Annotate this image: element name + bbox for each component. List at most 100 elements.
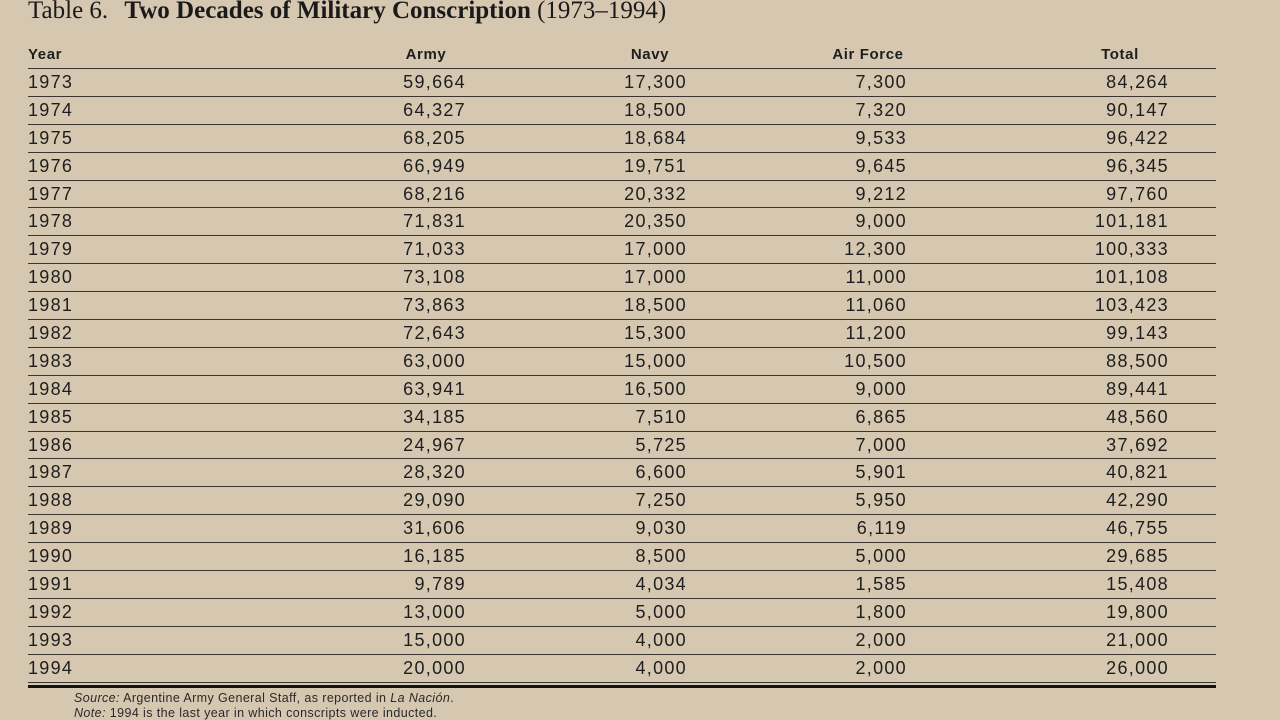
cell-army: 68,205 [403,127,466,148]
table-row: 1989 31,606 9,030 6,119 46,755 [28,515,1216,544]
cell-air-force: 7,320 [855,99,907,120]
table-row: 1975 68,205 18,684 9,533 96,422 [28,125,1216,153]
header-army: Army [405,46,447,63]
cell-navy: 4,000 [635,629,687,650]
cell-army: 29,090 [403,490,466,511]
cell-navy: 19,751 [624,155,687,176]
cell-year: 1986 [28,434,74,455]
cell-army: 13,000 [403,601,466,622]
cell-army: 31,606 [403,518,466,539]
cell-year: 1990 [28,546,74,567]
cell-year: 1974 [28,99,74,120]
cell-year: 1989 [28,518,74,539]
cell-navy: 7,510 [635,406,687,427]
cell-army: 34,185 [403,406,466,427]
table-row: 1990 16,185 8,500 5,000 29,685 [28,543,1216,572]
cell-year: 1991 [28,574,74,595]
cell-navy: 4,000 [635,657,687,678]
cell-army: 66,949 [403,155,466,176]
cell-navy: 15,000 [624,350,687,371]
table-bottom-rule [28,685,1216,688]
cell-navy: 6,600 [635,462,687,483]
cell-army: 20,000 [403,657,466,678]
source-end: . [450,691,455,705]
table-year-range: (1973–1994) [537,0,667,24]
cell-total: 103,423 [1094,295,1169,316]
cell-year: 1994 [28,657,74,678]
table-row: 1984 63,941 16,500 9,000 89,441 [28,376,1216,404]
cell-air-force: 9,645 [855,155,907,176]
cell-navy: 5,000 [635,601,687,622]
cell-navy: 17,000 [624,239,687,260]
header-year: Year [28,46,63,63]
cell-total: 21,000 [1106,629,1169,650]
table-title-text: Two Decades of Military Conscription [124,0,531,24]
cell-air-force: 5,000 [855,546,907,567]
source-text: Argentine Army General Staff, as reporte… [123,691,387,705]
cell-total: 100,333 [1094,239,1169,260]
table-title: Table 6. Two Decades of Military Conscri… [28,0,666,26]
cell-army: 68,216 [403,183,466,204]
cell-army: 71,033 [403,239,466,260]
cell-total: 101,108 [1094,267,1169,288]
cell-air-force: 9,533 [855,127,907,148]
source-footnote: Source: Argentine Army General Staff, as… [74,691,454,706]
cell-navy: 15,300 [624,323,687,344]
cell-total: 19,800 [1106,601,1169,622]
conscription-table: Year Army Navy Air Force Total 1973 59,66… [28,44,1216,683]
cell-year: 1979 [28,239,74,260]
cell-total: 99,143 [1106,323,1169,344]
cell-navy: 18,500 [624,99,687,120]
cell-air-force: 5,901 [855,462,907,483]
cell-total: 46,755 [1106,518,1169,539]
cell-air-force: 5,950 [855,490,907,511]
table-row: 1978 71,831 20,350 9,000 101,181 [28,208,1216,237]
cell-navy: 18,500 [624,295,687,316]
table-number: Table 6. [28,0,109,24]
cell-total: 26,000 [1106,657,1169,678]
cell-year: 1992 [28,601,74,622]
cell-air-force: 9,000 [855,211,907,232]
table-body: 1973 59,664 17,300 7,300 84,264 1974 64,327 18,… [28,69,1216,683]
cell-year: 1984 [28,378,74,399]
cell-air-force: 1,800 [855,601,907,622]
cell-year: 1977 [28,183,74,204]
cell-total: 84,264 [1106,72,1169,92]
cell-total: 15,408 [1106,574,1169,595]
cell-navy: 17,300 [624,72,687,92]
table-row: 1985 34,185 7,510 6,865 48,560 [28,404,1216,432]
cell-year: 1976 [28,155,74,176]
cell-navy: 5,725 [635,434,687,455]
cell-navy: 20,332 [624,183,687,204]
cell-total: 97,760 [1106,183,1169,204]
cell-navy: 16,500 [624,378,687,399]
cell-year: 1988 [28,490,74,511]
cell-army: 63,941 [403,378,466,399]
cell-army: 24,967 [403,434,466,455]
cell-total: 90,147 [1106,99,1169,120]
cell-total: 96,422 [1106,127,1169,148]
cell-year: 1981 [28,295,74,316]
cell-year: 1973 [28,72,74,92]
cell-year: 1993 [28,629,74,650]
table-row: 1973 59,664 17,300 7,300 84,264 [28,69,1216,97]
table-row: 1986 24,967 5,725 7,000 37,692 [28,432,1216,460]
cell-year: 1987 [28,462,74,483]
header-navy: Navy [630,46,670,63]
table-row: 1976 66,949 19,751 9,645 96,345 [28,153,1216,181]
cell-army: 64,327 [403,99,466,120]
cell-air-force: 9,000 [855,378,907,399]
cell-navy: 17,000 [624,267,687,288]
cell-total: 40,821 [1106,462,1169,483]
cell-army: 15,000 [403,629,466,650]
cell-army: 63,000 [403,350,466,371]
table-row: 1987 28,320 6,600 5,901 40,821 [28,459,1216,488]
cell-army: 72,643 [403,323,466,344]
cell-total: 48,560 [1106,406,1169,427]
cell-navy: 18,684 [624,127,687,148]
cell-army: 28,320 [403,462,466,483]
cell-air-force: 7,300 [855,72,907,92]
cell-total: 101,181 [1094,211,1169,232]
cell-navy: 20,350 [624,211,687,232]
cell-air-force: 7,000 [855,434,907,455]
